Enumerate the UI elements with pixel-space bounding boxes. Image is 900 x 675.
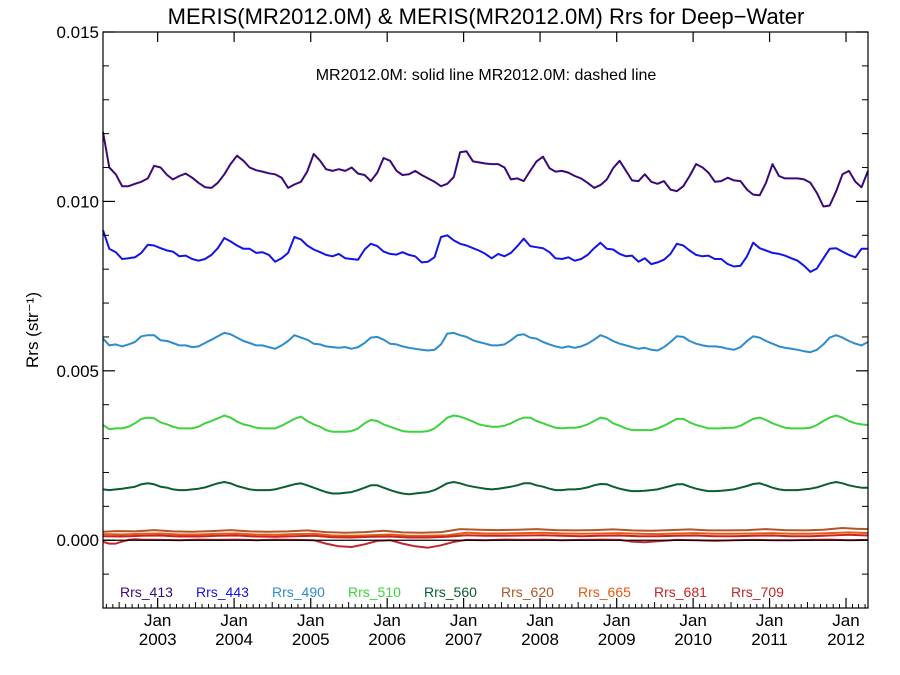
legend-entry-rrs_490: Rrs_490 [272,584,325,600]
y-tick-label: 0.000 [56,531,99,550]
legend-entry-rrs_443: Rrs_443 [196,584,249,600]
legend-entry-rrs_413: Rrs_413 [120,584,173,600]
x-tick-year: 2003 [139,630,177,649]
x-tick-month: Jan [526,611,553,630]
x-tick-month: Jan [373,611,400,630]
x-tick-year: 2006 [368,630,406,649]
x-tick-month: Jan [297,611,324,630]
line-style-annotation: MR2012.0M: solid line MR2012.0M: dashed … [316,67,657,84]
x-tick-year: 2011 [751,630,788,649]
legend-entry-rrs_665: Rrs_665 [578,584,631,600]
series-layer [102,131,869,549]
y-axis-label: Rrs (str⁻¹) [23,292,42,368]
legend-entry-rrs_709: Rrs_709 [731,584,784,600]
series-line-rrs_443 [102,229,868,273]
x-tick-year: 2008 [521,630,559,649]
series-line-rrs_665 [102,531,869,537]
chart-title: MERIS(MR2012.0M) & MERIS(MR2012.0M) Rrs … [168,4,805,29]
x-tick-month: Jan [832,611,859,630]
series-line-rrs_413 [102,131,869,208]
x-tick-month: Jan [756,611,783,630]
axis-layer: 0.0000.0050.0100.015Jan2003Jan2004Jan200… [56,23,869,649]
series-line-rrs_510 [102,414,869,433]
x-tick-month: Jan [679,611,706,630]
x-tick-year: 2005 [292,630,330,649]
x-tick-month: Jan [603,611,630,630]
x-tick-year: 2010 [674,630,712,649]
legend-entry-rrs_620: Rrs_620 [501,584,554,600]
x-tick-year: 2009 [598,630,636,649]
y-tick-label: 0.005 [56,362,99,381]
y-tick-label: 0.015 [56,23,99,42]
x-tick-month: Jan [220,611,247,630]
x-tick-month: Jan [144,611,171,630]
x-tick-year: 2007 [445,630,483,649]
legend-entry-rrs_560: Rrs_560 [424,584,477,600]
legend-entry-rrs_510: Rrs_510 [348,584,401,600]
x-tick-month: Jan [450,611,477,630]
series-line-rrs_681 [102,533,869,539]
legend-entry-rrs_681: Rrs_681 [654,584,707,600]
y-tick-label: 0.010 [56,192,99,211]
plot-frame [102,31,869,609]
x-tick-year: 2004 [215,630,253,649]
legend: Rrs_413 Rrs_443 Rrs_490 Rrs_510 Rrs_560 Rrs_6… [120,584,784,600]
series-line-rrs_620 [102,527,869,534]
series-line-rrs_560 [102,481,868,496]
x-tick-year: 2012 [827,630,865,649]
series-line-rrs_490 [102,331,869,354]
